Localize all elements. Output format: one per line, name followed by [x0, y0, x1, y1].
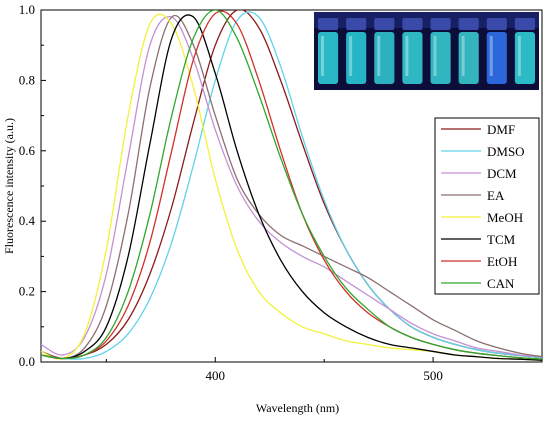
vial-highlight — [433, 36, 437, 76]
y-tick-label: 0.8 — [19, 72, 35, 87]
curves — [41, 10, 542, 361]
series-line-dcm — [41, 15, 542, 358]
vial-highlight — [405, 36, 409, 76]
vial-cap — [346, 18, 367, 30]
vial — [374, 32, 395, 84]
legend-label-etoh: EtOH — [487, 254, 517, 269]
vial-highlight — [321, 36, 324, 76]
legend-box — [434, 117, 540, 295]
legend-label-dmso: DMSO — [487, 144, 525, 159]
legend-label-can: CAN — [487, 276, 515, 291]
y-tick-label: 0.0 — [19, 354, 35, 369]
vial — [514, 32, 535, 84]
axes: 0.0 0.2 0.4 0.6 0.8 1.0 400 500 — [19, 2, 543, 383]
vial-cap — [486, 18, 507, 30]
vial-highlight — [349, 36, 353, 76]
x-axis-label: Wavelength (nm) — [256, 401, 339, 415]
series-line-tcm — [41, 14, 542, 361]
vial-cap — [430, 18, 451, 30]
x-tick-label: 500 — [423, 368, 443, 383]
x-tick-label: 400 — [206, 368, 226, 383]
legend-label-dcm: DCM — [487, 166, 517, 181]
series-line-can — [41, 10, 542, 360]
vial-highlight — [377, 36, 381, 76]
vial — [458, 32, 479, 84]
y-tick-label: 1.0 — [19, 2, 35, 17]
vial — [430, 32, 451, 84]
legend-label-tcm: TCM — [487, 232, 516, 247]
vial — [402, 32, 423, 84]
vial-highlight — [489, 36, 493, 76]
vial-cap — [458, 18, 479, 30]
vial-cap — [374, 18, 395, 30]
inset-photo — [314, 12, 539, 90]
series-line-ea — [41, 14, 542, 360]
legend-label-ea: EA — [487, 188, 505, 203]
y-tick-label: 0.4 — [19, 213, 36, 228]
vial-cap — [514, 18, 535, 30]
vial — [318, 32, 339, 84]
y-axis-label: Fluorescence intensity (a.u.) — [2, 118, 16, 254]
vial-cap — [402, 18, 423, 30]
legend-label-dmf: DMF — [487, 122, 515, 137]
vial-highlight — [517, 36, 521, 76]
vial — [346, 32, 367, 84]
vial — [486, 32, 507, 84]
legend-label-meoh: MeOH — [487, 210, 523, 225]
y-tick-label: 0.6 — [19, 143, 36, 158]
y-tick-label: 0.2 — [19, 284, 35, 299]
series-line-dmso — [41, 11, 542, 360]
vial-highlight — [461, 36, 465, 76]
legend: DMF DMSO DCM EA MeOH TCM EtOH CAN — [434, 117, 540, 295]
vial-cap — [318, 18, 339, 30]
inset-caps-band — [314, 12, 539, 28]
